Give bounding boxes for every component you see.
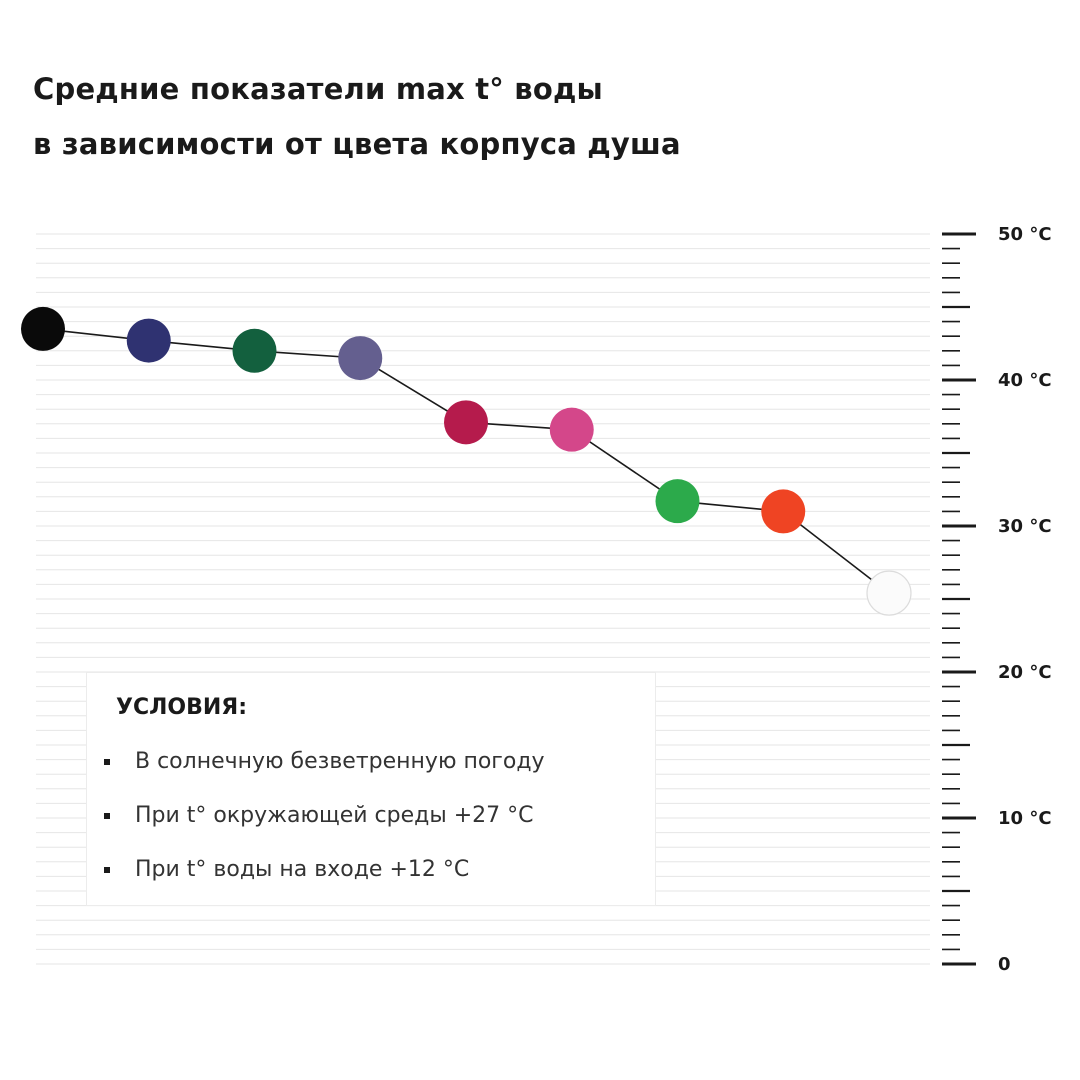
data-point xyxy=(761,489,806,534)
chart-title-line-1: Средние показатели max t° воды xyxy=(33,72,603,106)
chart-title-line-2: в зависимости от цвета корпуса душа xyxy=(33,127,681,161)
conditions-panel: УСЛОВИЯ: В солнечную безветренную погоду… xyxy=(86,672,656,906)
condition-text: В солнечную безветренную погоду xyxy=(135,749,545,774)
data-point xyxy=(444,400,488,445)
y-tick-label: 0 xyxy=(998,954,1011,975)
y-tick-label: 10 °C xyxy=(998,808,1052,829)
condition-text: При t° окружающей среды +27 °C xyxy=(135,803,534,828)
data-point xyxy=(655,479,700,524)
conditions-list: В солнечную безветренную погоду При t° о… xyxy=(87,747,545,909)
condition-item: В солнечную безветренную погоду xyxy=(87,747,545,801)
conditions-title: УСЛОВИЯ: xyxy=(116,695,248,720)
y-tick-label: 40 °C xyxy=(998,370,1052,391)
y-tick-label: 50 °C xyxy=(998,224,1052,245)
condition-item: При t° окружающей среды +27 °C xyxy=(87,801,545,855)
bullet-icon xyxy=(104,759,110,765)
data-point xyxy=(866,570,912,616)
y-axis-ticks xyxy=(942,232,976,966)
condition-text: При t° воды на входе +12 °C xyxy=(135,857,470,882)
data-point xyxy=(232,328,277,373)
data-point xyxy=(338,336,383,381)
bullet-icon xyxy=(104,867,110,873)
y-axis-labels: 50 °C 40 °C 30 °C 20 °C 10 °C 0 xyxy=(998,224,1052,975)
y-tick-label: 20 °C xyxy=(998,662,1052,683)
series-points xyxy=(21,306,912,616)
bullet-icon xyxy=(104,813,110,819)
series-line-path xyxy=(42,328,890,594)
series-line xyxy=(42,328,890,594)
data-point xyxy=(21,306,65,351)
y-tick-label: 30 °C xyxy=(998,516,1052,537)
data-point xyxy=(126,318,171,363)
condition-item: При t° воды на входе +12 °C xyxy=(87,855,545,909)
data-point xyxy=(549,407,594,452)
